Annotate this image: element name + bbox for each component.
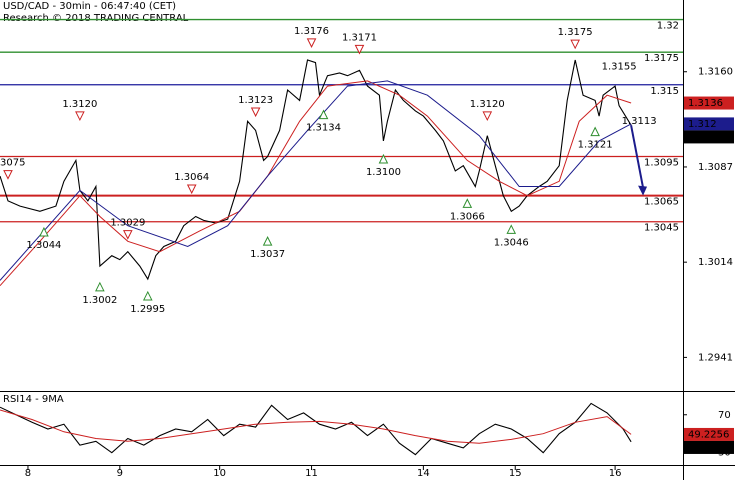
value-box-label: 1.3136 <box>688 98 723 109</box>
pivot-label: 1.3175 <box>558 27 593 38</box>
level-label: 1.3065 <box>644 197 679 208</box>
pivot-low-marker <box>590 126 600 137</box>
x-tick-label: 15 <box>509 468 522 479</box>
y-tick-label: 1.3160 <box>698 67 733 78</box>
pivot-low-marker <box>95 281 105 292</box>
pivot-high-marker <box>75 111 85 122</box>
pivot-high-marker <box>123 230 133 240</box>
x-tick-label: 9 <box>117 468 123 479</box>
pivot-low-marker <box>39 226 49 237</box>
value-box-label: 41.4211 <box>688 442 729 453</box>
pivot-label: 1.3044 <box>26 240 61 251</box>
x-tick-label: 16 <box>609 468 622 479</box>
pivot-high-marker <box>482 111 493 122</box>
panel-title: RSI14 - 9MA <box>3 394 64 405</box>
pivot-high-marker <box>3 170 13 180</box>
pivot-label: 1.2995 <box>130 304 165 315</box>
pivot-low-marker <box>142 290 153 301</box>
series-line <box>0 402 632 456</box>
pivot-high-marker <box>250 107 261 118</box>
pivot-label: 1.3123 <box>238 95 273 106</box>
pivot-high-marker <box>570 39 580 50</box>
pivot-label: 1.3113 <box>622 116 657 127</box>
y-tick-label: 1.2941 <box>698 352 733 363</box>
value-box-label: 1.312 <box>688 119 717 130</box>
pivot-low-marker <box>318 109 329 120</box>
x-tick-label: 8 <box>25 468 31 479</box>
pivot-label: 1.3075 <box>0 158 25 169</box>
pivot-label: 1.3134 <box>306 123 341 134</box>
chart-title: USD/CAD - 30min - 06:47:40 (CET) <box>3 1 176 12</box>
series-line <box>0 409 632 444</box>
value-box <box>684 96 734 110</box>
pivot-label: 1.3046 <box>494 237 529 248</box>
pivot-label: 1.3066 <box>450 211 485 222</box>
pivot-label: 1.3176 <box>294 26 329 37</box>
level-label: 1.3045 <box>644 223 679 234</box>
y-tick-label: 1.3014 <box>698 257 733 268</box>
level-label: 1.315 <box>650 86 679 97</box>
x-tick-label: 14 <box>417 468 430 479</box>
y-tick-label: 1.3087 <box>698 162 733 173</box>
pivot-low-marker <box>262 236 273 246</box>
value-box <box>684 440 734 454</box>
pivot-high-marker <box>306 38 317 48</box>
pivot-label: 1.3037 <box>250 249 285 260</box>
projection-arrowhead <box>638 185 648 196</box>
level-label: 1.32 <box>657 21 679 32</box>
chart-subtitle: Research © 2018 TRADING CENTRAL <box>3 13 189 24</box>
pivot-low-marker <box>462 198 473 208</box>
pivot-high-marker <box>354 44 365 55</box>
pivot-label: 1.3100 <box>366 167 401 178</box>
pivot-label: 1.3171 <box>342 32 377 43</box>
pivot-label: 1.3120 <box>470 99 505 110</box>
projection-arrow <box>630 125 645 188</box>
pivot-label: 1.3120 <box>62 99 97 110</box>
value-box-label: 1.3119 <box>688 132 723 143</box>
pivot-low-marker <box>506 224 517 234</box>
pivot-label: 1.3155 <box>602 61 637 72</box>
pivot-label: 1.3121 <box>578 140 613 151</box>
series-line <box>0 59 632 281</box>
value-box <box>684 427 734 441</box>
level-label: 1.3175 <box>644 53 679 64</box>
pivot-label: 1.3029 <box>110 218 145 229</box>
pivot-label: 1.3002 <box>82 295 117 306</box>
x-tick-label: 10 <box>213 468 226 479</box>
pivot-label: 1.3064 <box>174 172 209 183</box>
value-box <box>684 117 734 131</box>
pivot-high-marker <box>186 184 197 195</box>
series-line <box>0 80 632 281</box>
level-label: 1.3095 <box>644 158 679 169</box>
x-tick-label: 11 <box>305 468 318 479</box>
y-tick-label: 70 <box>718 410 731 421</box>
value-box-label: 49.2256 <box>688 429 729 440</box>
pivot-low-marker <box>378 153 389 164</box>
value-box <box>684 130 734 144</box>
